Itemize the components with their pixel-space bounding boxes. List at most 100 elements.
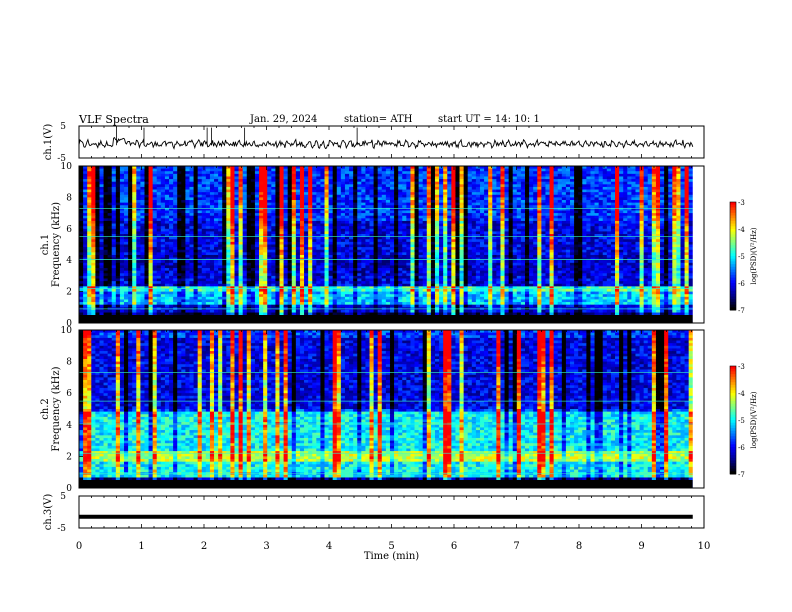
spectrogram-cell bbox=[378, 187, 382, 190]
spectrogram-cell bbox=[586, 179, 590, 182]
spectrogram-cell bbox=[157, 179, 161, 182]
spectrogram-cell bbox=[566, 184, 570, 187]
spectrogram-cell bbox=[153, 176, 157, 179]
spectrogram-cell bbox=[345, 184, 349, 187]
spectrogram-cell bbox=[472, 184, 476, 187]
spectrogram-cell bbox=[545, 171, 549, 174]
spectrogram-cell bbox=[271, 174, 275, 177]
spectrogram-cell bbox=[607, 179, 611, 182]
spectrogram-cell bbox=[292, 169, 296, 172]
spectrogram-cell bbox=[214, 187, 218, 190]
spectrogram-cell bbox=[149, 182, 153, 185]
spectrogram-cell bbox=[185, 174, 189, 177]
spectrogram-cell bbox=[124, 182, 128, 185]
spectrogram-cell bbox=[288, 169, 292, 172]
spectrogram-cell bbox=[169, 174, 173, 177]
spectrogram-cell bbox=[635, 179, 639, 182]
spectrogram-cell bbox=[554, 184, 558, 187]
spectrogram-cell bbox=[173, 184, 177, 187]
spectrogram-cell bbox=[435, 169, 439, 172]
spectrogram-cell bbox=[550, 184, 554, 187]
spectrogram-cell bbox=[165, 171, 169, 174]
spectrogram-cell bbox=[210, 182, 214, 185]
spectrogram-cell bbox=[500, 179, 504, 182]
spectrogram-cell bbox=[578, 176, 582, 179]
spectrogram-cell bbox=[300, 171, 304, 174]
spectrogram-cell bbox=[79, 169, 83, 172]
spectrogram-cell bbox=[545, 184, 549, 187]
spectrogram-cell bbox=[529, 174, 533, 177]
spectrogram-cell bbox=[288, 184, 292, 187]
spectrogram-cell bbox=[599, 184, 603, 187]
spectrogram-cell bbox=[243, 176, 247, 179]
spectrogram-cell bbox=[288, 179, 292, 182]
spectrogram-cell bbox=[341, 169, 345, 172]
spectrogram-cell bbox=[398, 182, 402, 185]
spectrogram-cell bbox=[365, 176, 369, 179]
spectrogram-cell bbox=[410, 187, 414, 190]
spectrogram-cell bbox=[325, 187, 329, 190]
spectrogram-cell bbox=[676, 171, 680, 174]
spectrogram-cell bbox=[210, 169, 214, 172]
spectrogram-cell bbox=[185, 184, 189, 187]
spectrogram-cell bbox=[104, 182, 108, 185]
spectrogram-cell bbox=[439, 179, 443, 182]
spectrogram-cell bbox=[140, 187, 144, 190]
spectrogram-cell bbox=[308, 187, 312, 190]
spectrogram-cell bbox=[132, 182, 136, 185]
spectrogram-cell bbox=[263, 174, 267, 177]
spectrogram-cell bbox=[341, 174, 345, 177]
spectrogram-cell bbox=[275, 182, 279, 185]
spectrogram-cell bbox=[308, 179, 312, 182]
spectrogram-cell bbox=[177, 179, 181, 182]
spectrogram-cell bbox=[644, 176, 648, 179]
spectrogram-cell bbox=[537, 179, 541, 182]
spectrogram-cell bbox=[202, 187, 206, 190]
spectrogram-cell bbox=[451, 176, 455, 179]
spectrogram-cell bbox=[423, 182, 427, 185]
spectrogram-cell bbox=[382, 169, 386, 172]
spectrogram-cell bbox=[517, 174, 521, 177]
spectrogram-cell bbox=[279, 184, 283, 187]
spectrogram-cell bbox=[136, 184, 140, 187]
spectrogram-cell bbox=[541, 169, 545, 172]
spectrogram-cell bbox=[652, 182, 656, 185]
spectrogram-cell bbox=[676, 179, 680, 182]
spectrogram-cell bbox=[99, 171, 103, 174]
spectrogram-cell bbox=[611, 171, 615, 174]
spectrogram-cell bbox=[120, 184, 124, 187]
spectrogram-cell bbox=[566, 169, 570, 172]
spectrogram-cell bbox=[496, 176, 500, 179]
spectrogram-cell bbox=[198, 187, 202, 190]
spectrogram-cell bbox=[656, 174, 660, 177]
spectrogram-cell bbox=[427, 182, 431, 185]
spectrogram-cell bbox=[431, 182, 435, 185]
spectrogram-cell bbox=[672, 179, 676, 182]
spectrogram-cell bbox=[476, 174, 480, 177]
spectrogram-cell bbox=[410, 182, 414, 185]
spectrogram-cell bbox=[95, 176, 99, 179]
spectrogram-cell bbox=[496, 182, 500, 185]
spectrogram-cell bbox=[521, 174, 525, 177]
spectrogram-cell bbox=[247, 169, 251, 172]
spectrogram-cell bbox=[132, 176, 136, 179]
spectrogram-cell bbox=[349, 187, 353, 190]
spectrogram-cell bbox=[304, 176, 308, 179]
spectrogram-cell bbox=[259, 174, 263, 177]
spectrogram-cell bbox=[284, 179, 288, 182]
spectrogram-cell bbox=[689, 176, 693, 179]
spectrogram-cell bbox=[431, 187, 435, 190]
spectrogram-cell bbox=[320, 179, 324, 182]
spectrogram-cell bbox=[443, 171, 447, 174]
spectrogram-cell bbox=[680, 169, 684, 172]
spectrogram-cell bbox=[312, 174, 316, 177]
spectrogram-cell bbox=[296, 176, 300, 179]
spectrogram-cell bbox=[627, 174, 631, 177]
spectrogram-cell bbox=[226, 187, 230, 190]
spectrogram-cell bbox=[132, 184, 136, 187]
spectrogram-cell bbox=[619, 174, 623, 177]
spectrogram-cell bbox=[398, 184, 402, 187]
spectrogram-cell bbox=[267, 169, 271, 172]
spectrogram-cell bbox=[390, 182, 394, 185]
spectrogram-cell bbox=[672, 184, 676, 187]
